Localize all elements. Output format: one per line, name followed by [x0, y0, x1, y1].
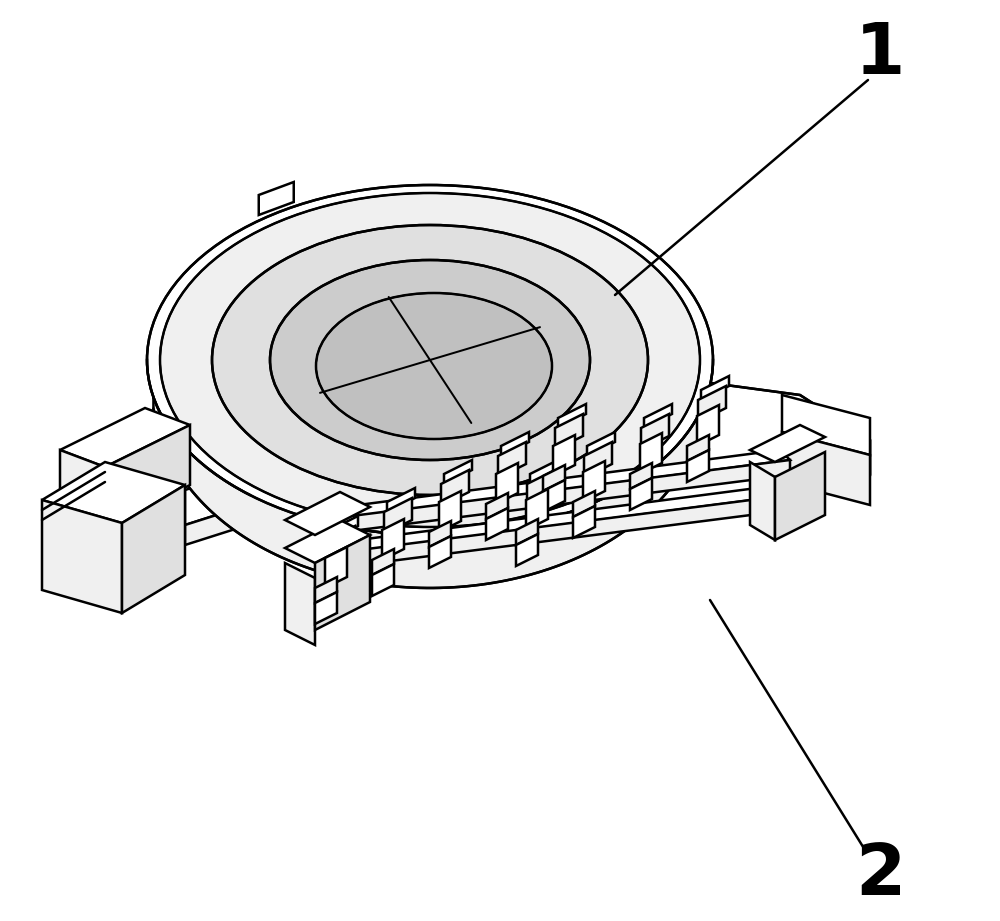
- Polygon shape: [573, 506, 595, 538]
- Polygon shape: [372, 549, 394, 575]
- Polygon shape: [516, 534, 538, 566]
- Polygon shape: [285, 520, 370, 563]
- Polygon shape: [429, 536, 451, 568]
- Polygon shape: [630, 463, 652, 489]
- Text: 1: 1: [855, 20, 905, 89]
- Polygon shape: [573, 491, 595, 517]
- Polygon shape: [698, 386, 726, 422]
- Polygon shape: [429, 521, 451, 547]
- Polygon shape: [697, 405, 719, 446]
- Polygon shape: [496, 463, 518, 504]
- Polygon shape: [185, 455, 295, 525]
- Polygon shape: [60, 408, 190, 467]
- Polygon shape: [555, 414, 583, 450]
- Polygon shape: [42, 500, 122, 613]
- Polygon shape: [527, 470, 555, 506]
- Polygon shape: [775, 452, 825, 540]
- Polygon shape: [486, 493, 508, 519]
- Polygon shape: [330, 516, 358, 540]
- Ellipse shape: [212, 225, 648, 495]
- Polygon shape: [315, 592, 337, 624]
- Polygon shape: [687, 450, 709, 482]
- Polygon shape: [750, 462, 775, 540]
- Polygon shape: [285, 492, 370, 535]
- Polygon shape: [320, 485, 790, 555]
- Polygon shape: [122, 485, 185, 613]
- Polygon shape: [185, 490, 295, 545]
- Polygon shape: [444, 460, 472, 484]
- Polygon shape: [516, 519, 538, 545]
- Polygon shape: [701, 376, 729, 400]
- Polygon shape: [687, 435, 709, 461]
- Ellipse shape: [316, 293, 552, 439]
- Polygon shape: [441, 470, 469, 506]
- Polygon shape: [630, 478, 652, 510]
- Polygon shape: [498, 442, 526, 478]
- Polygon shape: [641, 414, 669, 450]
- Polygon shape: [584, 442, 612, 478]
- Polygon shape: [382, 519, 404, 560]
- Polygon shape: [60, 450, 105, 528]
- Polygon shape: [587, 432, 615, 456]
- Polygon shape: [285, 563, 315, 645]
- Polygon shape: [384, 498, 412, 534]
- Polygon shape: [558, 404, 586, 428]
- Polygon shape: [325, 547, 347, 588]
- Ellipse shape: [270, 260, 590, 460]
- Polygon shape: [439, 491, 461, 532]
- Polygon shape: [372, 564, 394, 596]
- Polygon shape: [543, 465, 565, 491]
- Polygon shape: [327, 526, 355, 562]
- Polygon shape: [526, 489, 548, 530]
- Polygon shape: [42, 462, 185, 523]
- Polygon shape: [543, 480, 565, 512]
- Polygon shape: [315, 577, 337, 603]
- Polygon shape: [153, 387, 707, 588]
- Ellipse shape: [147, 185, 713, 535]
- Polygon shape: [387, 488, 415, 512]
- Polygon shape: [320, 495, 790, 570]
- Polygon shape: [640, 433, 662, 474]
- Polygon shape: [782, 432, 870, 505]
- Polygon shape: [320, 460, 790, 535]
- Polygon shape: [88, 360, 870, 520]
- Polygon shape: [583, 461, 605, 502]
- Polygon shape: [644, 404, 672, 428]
- Polygon shape: [320, 450, 790, 520]
- Polygon shape: [501, 432, 529, 456]
- Ellipse shape: [160, 193, 700, 527]
- Polygon shape: [272, 376, 588, 480]
- Polygon shape: [750, 425, 825, 462]
- Polygon shape: [782, 395, 870, 455]
- Polygon shape: [315, 535, 370, 630]
- Polygon shape: [259, 182, 294, 215]
- Polygon shape: [553, 435, 575, 476]
- Polygon shape: [486, 508, 508, 540]
- Polygon shape: [105, 425, 190, 528]
- Polygon shape: [530, 460, 558, 484]
- Text: 2: 2: [855, 841, 905, 910]
